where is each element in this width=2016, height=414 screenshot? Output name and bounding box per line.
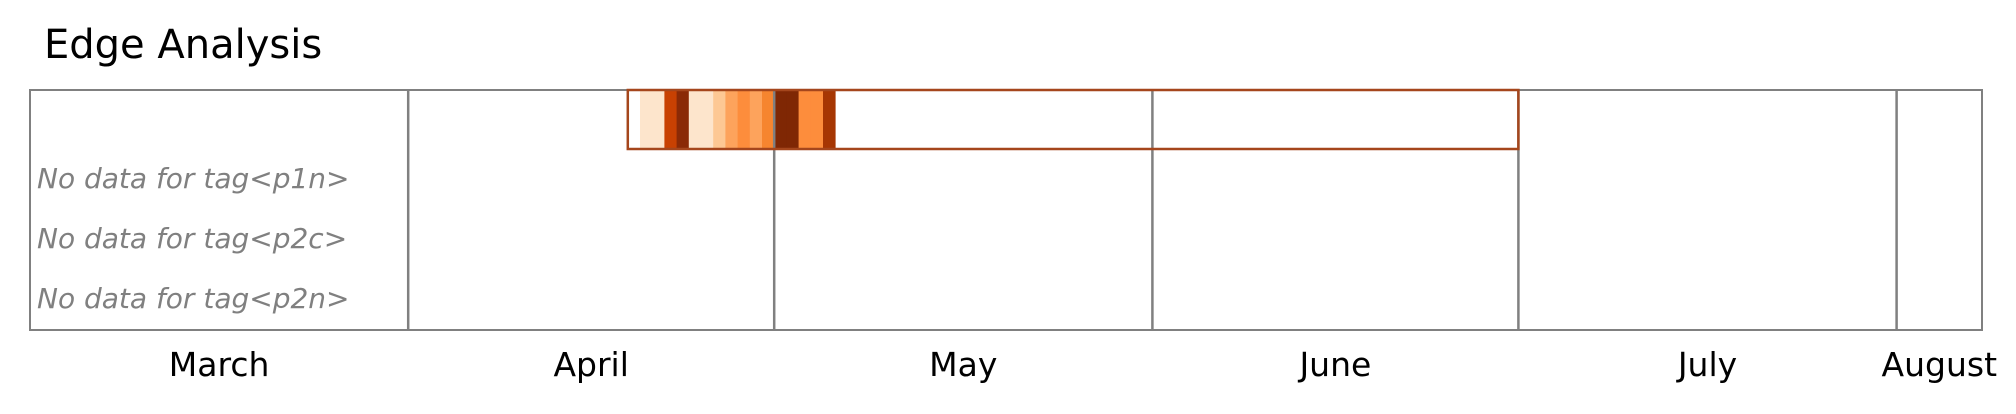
heat-cell-2020-04-20: [640, 91, 653, 149]
month-gridlines: [406, 90, 1898, 330]
heat-cell-2020-04-30: [762, 91, 775, 149]
month-tick-labels: March April May June July August: [169, 345, 1997, 384]
tick-label-june: June: [1297, 345, 1371, 384]
missing-tag-p2c: No data for tag<p2c>: [37, 222, 347, 255]
missing-tag-notes: No data for tag<p1n> No data for tag<p2c…: [37, 162, 350, 315]
heat-cell-2020-05-04: [810, 91, 824, 149]
heat-cell-2020-05-02: [786, 91, 799, 149]
tick-label-april: April: [553, 345, 628, 384]
missing-tag-p1n: No data for tag<p1n>: [37, 162, 350, 195]
heat-cell-2020-05-03: [798, 91, 812, 149]
tick-label-august: August: [1882, 345, 1998, 384]
heat-cell-2020-04-19: [627, 91, 641, 149]
heat-cell-2020-04-28: [737, 91, 751, 149]
heat-cell-2020-04-21: [652, 91, 665, 149]
heat-cell-2020-04-29: [749, 91, 763, 149]
missing-tag-p2n: No data for tag<p2n>: [37, 282, 350, 315]
heat-cell-2020-04-24: [688, 91, 702, 149]
tick-label-may: May: [929, 345, 997, 384]
heat-cell-2020-04-23: [676, 91, 690, 149]
heat-cell-2020-04-25: [701, 91, 714, 149]
heat-cell-2020-04-22: [664, 91, 677, 149]
heat-cell-2020-05-01: [774, 91, 787, 149]
tick-label-march: March: [169, 345, 270, 384]
heat-cell-2020-05-05: [823, 91, 836, 149]
page-title: Edge Analysis: [44, 22, 323, 68]
tick-label-july: July: [1676, 345, 1737, 384]
heat-cells: [627, 91, 836, 149]
data-row-border: [626, 88, 1520, 151]
heat-cell-2020-04-27: [725, 91, 738, 149]
heat-cell-2020-04-26: [713, 91, 726, 149]
